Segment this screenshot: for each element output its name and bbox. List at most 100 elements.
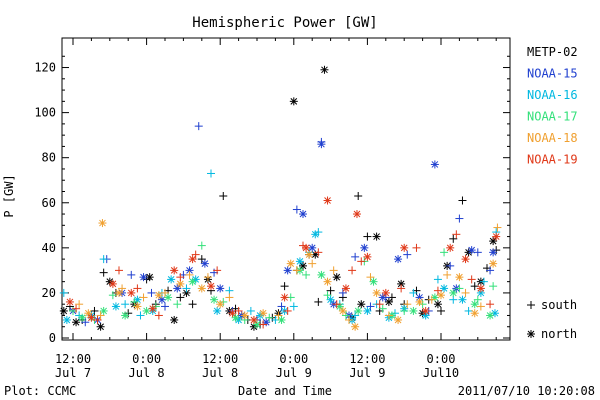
north-marker [323, 196, 332, 205]
south-marker [412, 243, 421, 252]
north-marker [176, 279, 185, 288]
south-marker [323, 291, 332, 300]
north-marker [360, 243, 369, 252]
south-marker [191, 250, 200, 259]
x-tick-day-label: Jul10 [423, 366, 459, 380]
north-marker [299, 261, 307, 270]
north-marker [121, 311, 130, 320]
south-marker [259, 320, 268, 329]
x-tick-time-label: 12:00 [55, 352, 91, 366]
north-marker [489, 259, 498, 268]
south-marker [99, 268, 108, 277]
south-marker [473, 295, 482, 304]
south-marker [133, 284, 142, 293]
south-marker [449, 234, 458, 243]
south-marker [213, 266, 222, 275]
south-marker [161, 302, 169, 311]
north-marker [486, 311, 495, 320]
y-tick-label: 40 [42, 241, 56, 255]
north-marker [65, 297, 74, 306]
south-marker [121, 300, 130, 309]
north-marker [216, 284, 225, 293]
north-marker [133, 302, 142, 311]
north-marker [381, 288, 390, 297]
south-marker [203, 273, 212, 282]
south-marker [136, 311, 145, 320]
north-marker [173, 284, 182, 293]
legend-series-label: NOAA-17 [527, 110, 578, 124]
south-marker [464, 306, 473, 315]
north-marker [188, 255, 197, 264]
x-tick-day-label: Jul 9 [349, 366, 385, 380]
south-marker [403, 250, 412, 259]
south-marker [452, 230, 461, 239]
south-marker [314, 297, 323, 306]
south-marker [197, 241, 206, 250]
south-marker [440, 248, 449, 257]
north-marker [317, 270, 326, 279]
south-marker [139, 293, 148, 302]
south-marker [182, 284, 191, 293]
legend: METP-02 NOAA-15 NOAA-16 NOAA-17 NOAA-18 NOAA-… [527, 45, 578, 341]
north-marker [489, 248, 498, 257]
x-tick-time-label: 0:00 [132, 352, 161, 366]
legend-series-label: METP-02 [527, 45, 578, 59]
south-marker [345, 315, 353, 324]
south-marker [461, 288, 470, 297]
y-tick-label: 60 [42, 196, 56, 210]
x-tick-time-label: 12:00 [202, 352, 238, 366]
north-marker [352, 210, 361, 219]
south-marker [409, 288, 418, 297]
south-marker [93, 315, 102, 324]
north-marker [369, 277, 378, 286]
north-marker [200, 259, 209, 268]
north-marker [207, 282, 215, 291]
north-marker [286, 259, 295, 268]
north-marker [210, 295, 219, 304]
south-marker [443, 270, 452, 279]
south-marker [75, 300, 84, 309]
south-marker [489, 282, 498, 291]
south-marker [493, 223, 502, 232]
south-marker [188, 300, 197, 309]
north-marker [148, 304, 157, 313]
legend-marker-label: south [541, 298, 577, 312]
south-marker [363, 232, 372, 241]
north-marker [332, 273, 341, 282]
south-marker [403, 300, 412, 309]
south-marker [332, 300, 341, 309]
north-marker [167, 275, 176, 284]
south-marker [72, 304, 81, 313]
north-marker [354, 306, 363, 315]
x-tick-time-label: 0:00 [279, 352, 308, 366]
south-marker [486, 266, 495, 275]
south-marker [467, 275, 476, 284]
y-axis: 0 20 40 60 80 100 120 [34, 55, 510, 345]
south-marker [314, 248, 323, 257]
north-marker [458, 295, 467, 304]
x-axis-label: Date and Time [238, 384, 332, 398]
y-tick-label: 80 [42, 151, 56, 165]
south-marker [99, 255, 108, 264]
south-marker [400, 306, 409, 315]
south-marker [302, 270, 311, 279]
south-marker [81, 318, 90, 327]
north-marker [170, 315, 179, 324]
north-marker [394, 255, 403, 264]
north-marker [372, 288, 381, 297]
north-marker [476, 284, 485, 293]
north-marker [470, 309, 479, 318]
north-marker [326, 295, 335, 304]
data-points [59, 65, 502, 331]
south-marker [115, 266, 123, 275]
south-marker [308, 259, 317, 268]
south-marker [348, 266, 357, 275]
south-marker [329, 266, 338, 275]
north-marker [489, 237, 498, 246]
legend-series-label: NOAA-15 [527, 67, 578, 81]
plot-credit: Plot: CCMC [4, 384, 76, 398]
south-marker [130, 297, 139, 306]
south-marker [176, 273, 185, 282]
north-marker [430, 160, 439, 169]
